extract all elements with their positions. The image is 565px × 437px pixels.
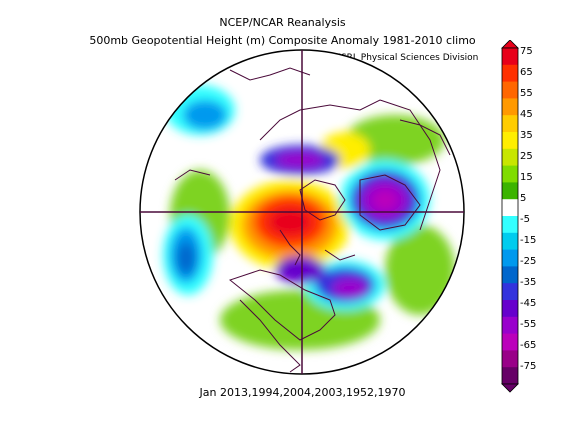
colorbar-swatch bbox=[502, 182, 518, 200]
colorbar-swatch bbox=[502, 48, 518, 66]
colorbar-swatch bbox=[502, 216, 518, 234]
composite-dates: Jan 2013,1994,2004,2003,1952,1970 bbox=[199, 386, 406, 399]
colorbar-swatch bbox=[502, 266, 518, 284]
colorbar-label: 65 bbox=[520, 67, 533, 78]
credit-label: NOAA/ESRL Physical Sciences Division bbox=[306, 53, 479, 63]
colorbar-top-arrow bbox=[501, 40, 519, 49]
colorbar-swatch bbox=[502, 132, 518, 150]
colorbar-swatch bbox=[502, 148, 518, 167]
colorbar-label: -25 bbox=[520, 256, 537, 267]
colorbar-label: -45 bbox=[520, 298, 537, 309]
colorbar-label: 25 bbox=[520, 151, 533, 162]
colorbar-swatch bbox=[502, 115, 518, 133]
colorbar-label: 35 bbox=[520, 130, 533, 141]
colorbar-swatch bbox=[502, 316, 518, 335]
colorbar-label: -65 bbox=[520, 340, 537, 351]
colorbar-swatch bbox=[502, 367, 518, 385]
colorbar-swatch bbox=[502, 199, 518, 217]
colorbar-label: -15 bbox=[520, 235, 537, 246]
colorbar-bottom-arrow bbox=[501, 383, 519, 393]
colorbar-label: -55 bbox=[520, 319, 537, 330]
colorbar-swatch bbox=[502, 350, 518, 368]
colorbar-label: -5 bbox=[520, 214, 530, 225]
map-subtitle: 500mb Geopotential Height (m) Composite … bbox=[89, 34, 476, 47]
colorbar-swatch bbox=[502, 283, 518, 301]
colorbar bbox=[501, 40, 519, 393]
colorbar-label: 15 bbox=[520, 172, 533, 183]
colorbar-label: 75 bbox=[520, 46, 533, 57]
colorbar-swatch bbox=[502, 232, 518, 251]
colorbar-swatch bbox=[502, 81, 518, 99]
colorbar-label: 45 bbox=[520, 109, 533, 120]
colorbar-swatch bbox=[502, 300, 518, 318]
colorbar-swatch bbox=[502, 98, 518, 116]
colorbar-label: -75 bbox=[520, 361, 537, 372]
colorbar-swatch bbox=[502, 64, 518, 83]
map-title: NCEP/NCAR Reanalysis bbox=[219, 16, 346, 29]
colorbar-label: 5 bbox=[520, 193, 527, 204]
colorbar-label: 55 bbox=[520, 88, 533, 99]
colorbar-label: -35 bbox=[520, 277, 537, 288]
colorbar-swatch bbox=[502, 165, 518, 183]
colorbar-swatch bbox=[502, 249, 518, 267]
colorbar-swatch bbox=[502, 333, 518, 351]
